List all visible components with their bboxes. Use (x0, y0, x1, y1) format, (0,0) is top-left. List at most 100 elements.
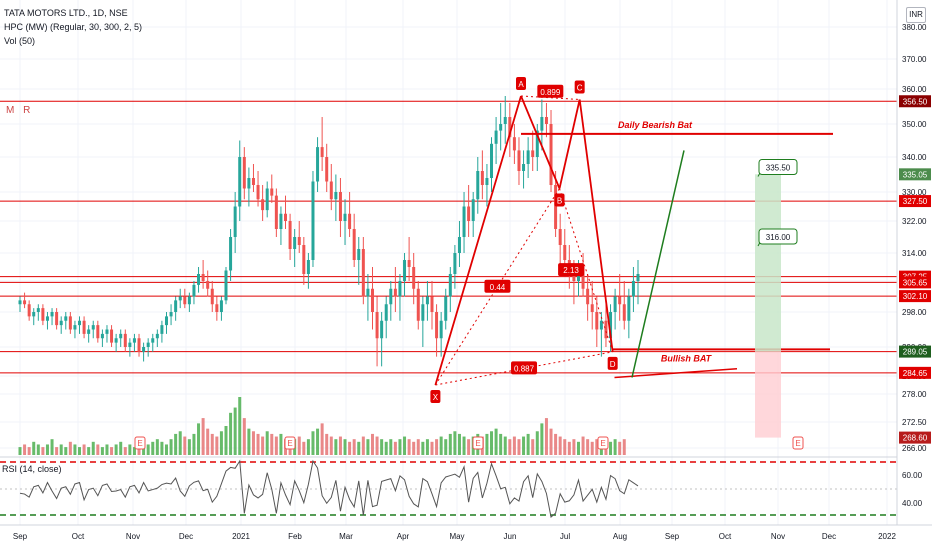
volume-bar (448, 433, 452, 455)
indicator-legend[interactable]: HPC (MW) (Regular, 30, 300, 2, 5) (4, 22, 143, 32)
price-tag-label: 268.60 (903, 434, 928, 443)
volume-bar (503, 436, 507, 455)
volume-bar (370, 433, 374, 455)
volume-bar (425, 439, 429, 455)
candle-body (586, 288, 590, 305)
candle-body (448, 274, 452, 297)
earnings-marker-label: E (137, 439, 142, 448)
candle-body (636, 274, 640, 281)
cd-leg (578, 99, 614, 352)
candle-body (549, 124, 553, 185)
candle-body (393, 288, 397, 297)
candle-body (522, 164, 526, 171)
volume-bar (187, 439, 191, 455)
candle-body (192, 284, 196, 297)
candle-body (73, 325, 77, 330)
volume-bar (110, 447, 114, 455)
candle-body (23, 300, 27, 305)
candle-body (164, 316, 168, 326)
candle-body (357, 249, 361, 260)
volume-bar (403, 436, 407, 455)
candle-body (558, 229, 562, 245)
volume-bar (233, 407, 237, 455)
volume-bar (183, 436, 187, 455)
pattern-point-badge (516, 77, 526, 90)
candle-body (87, 329, 91, 334)
candle-body (494, 130, 498, 144)
volume-bar (329, 436, 333, 455)
volume-bar (416, 439, 420, 455)
volume-bar (549, 428, 553, 455)
candle-body (91, 325, 95, 330)
candle-body (229, 237, 233, 271)
candle-body (366, 288, 370, 297)
harmonic-pattern[interactable]: X A B C D 0.899 0.44 2.13 0.887 Daily Bearish Bat… (430, 77, 833, 403)
candle-body (476, 171, 480, 200)
y-tick-label: 322.00 (902, 217, 927, 226)
rsi-legend[interactable]: RSI (14, close) (2, 464, 62, 474)
candle-body (265, 188, 269, 211)
candle-body (64, 316, 68, 321)
price-tag-label: 335.05 (903, 170, 928, 179)
target-zones[interactable]: 335.50 316.00 E E E E E (134, 159, 804, 450)
candle-body (563, 245, 567, 260)
candle-body (100, 333, 104, 339)
projection-line (631, 150, 685, 378)
volume-bar (343, 439, 347, 455)
volume-bar (146, 444, 150, 455)
candle-body (407, 260, 411, 267)
bearish-bat-label: Daily Bearish Bat (618, 120, 693, 130)
volume-bar (522, 436, 526, 455)
volume-bar (581, 436, 585, 455)
volume-bar (325, 433, 329, 455)
symbol-title[interactable]: TATA MOTORS LTD., 1D, NSE (4, 8, 128, 18)
pattern-point-label: X (433, 393, 439, 402)
candle-body (609, 312, 613, 339)
candle-body (490, 143, 494, 178)
price-tag (899, 366, 931, 379)
pattern-point-badge (607, 356, 618, 370)
rsi-line (19, 459, 639, 518)
volume-bar (576, 441, 580, 455)
volume-legend[interactable]: Vol (50) (4, 36, 36, 46)
volume-bar (164, 444, 168, 455)
candle-body (251, 178, 255, 185)
ratio-label: 0.44 (490, 283, 506, 292)
candle-body (206, 281, 210, 289)
candle-body (590, 304, 594, 312)
volume-bar (64, 447, 68, 455)
horizontal-levels[interactable] (0, 100, 897, 374)
candle-body (27, 304, 31, 317)
volume-bar (306, 439, 310, 455)
candle-body (178, 296, 182, 301)
volume-bar (430, 441, 434, 455)
candle-body (132, 338, 136, 343)
volume-bar (36, 444, 40, 455)
candle-body (316, 147, 320, 182)
candle-body (535, 130, 539, 157)
candle-body (531, 150, 535, 157)
volume-bar (155, 439, 159, 455)
x-tick-label: Nov (771, 532, 785, 541)
candle-body (370, 288, 374, 312)
volume-bar (178, 431, 182, 455)
volume-bar (78, 447, 82, 455)
volume-bar (567, 441, 571, 455)
candle-body (105, 329, 109, 334)
y-tick-label: 370.00 (902, 55, 927, 64)
candle-body (297, 237, 301, 245)
volume-bar (572, 439, 576, 455)
currency-badge[interactable]: INR (906, 7, 926, 23)
ratio-label: 0.899 (540, 88, 561, 97)
ratio-label: 2.13 (563, 266, 579, 275)
volume-bar (192, 433, 196, 455)
x-tick-label: Sep (13, 532, 28, 541)
volume-bar (366, 439, 370, 455)
candle-body (613, 296, 617, 312)
volume-bar (380, 439, 384, 455)
target-box (758, 159, 798, 175)
volume-bar (311, 431, 315, 455)
candle-body (457, 237, 461, 253)
